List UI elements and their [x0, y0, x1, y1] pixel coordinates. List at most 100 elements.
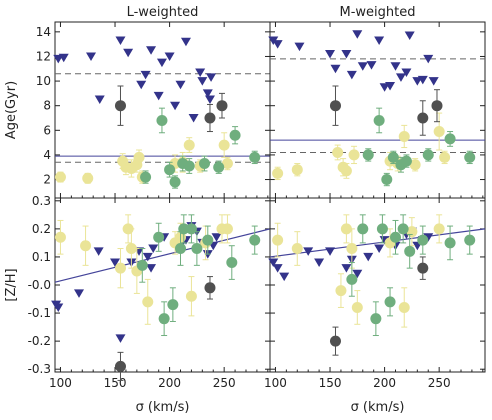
yellow-circle-marker — [122, 223, 134, 235]
green-circle-marker — [178, 223, 190, 235]
triangle-marker — [164, 52, 175, 61]
yellow-circle-marker — [409, 159, 421, 171]
plot-frame — [269, 197, 486, 373]
green-circle-marker — [169, 176, 181, 188]
triangle-marker — [341, 50, 352, 59]
y-tick-label: 0.3 — [32, 194, 51, 208]
green-circle-marker — [464, 151, 476, 163]
triangle-marker — [170, 101, 181, 111]
yellow-circle-marker — [291, 164, 303, 176]
triangle-marker — [188, 114, 199, 123]
triangle-marker — [390, 62, 401, 71]
triangle-marker — [94, 95, 105, 105]
green-circle-marker — [376, 223, 388, 235]
gray-circle-marker — [114, 360, 126, 372]
yellow-circle-marker — [272, 234, 284, 246]
green-circle-marker — [229, 129, 241, 141]
triangle-marker — [294, 42, 305, 52]
fit-line — [54, 228, 271, 283]
triangle-marker — [211, 233, 222, 242]
y-tick-label: 10 — [36, 74, 51, 88]
x-tick-label: 100 — [49, 376, 72, 390]
triangle-marker — [423, 233, 434, 242]
x-tick-label: 150 — [319, 376, 342, 390]
triangle-marker — [142, 252, 153, 262]
gray-circle-marker — [329, 100, 341, 112]
panel-title: L-weighted — [127, 5, 199, 20]
yellow-circle-marker — [133, 151, 145, 163]
triangle-marker — [93, 247, 104, 256]
panel-zh-l-weighted: 100 150 200 250 -0.3 -0.2 -0.1 -0.0 0.1 0.2 0.3 [Z/… — [4, 194, 271, 415]
triangle-marker — [202, 89, 213, 98]
yellow-circle-marker — [433, 126, 445, 138]
triangle-marker — [268, 258, 279, 268]
triangle-marker — [74, 289, 85, 298]
y-axis-label: [Z/H] — [4, 268, 19, 301]
green-circle-marker — [156, 114, 168, 126]
green-circle-marker — [199, 158, 211, 170]
yellow-circle-marker — [114, 262, 126, 274]
yellow-circle-marker — [272, 167, 284, 179]
triangle-marker — [206, 73, 217, 82]
green-circle-marker — [404, 245, 416, 257]
yellow-circle-marker — [125, 243, 137, 255]
y-tick-label: -0.2 — [28, 334, 51, 348]
panel-age-m-weighted: M-weighted — [268, 5, 486, 199]
triangle-marker — [58, 53, 69, 63]
triangle-marker — [325, 50, 336, 59]
y-tick-label: -0.1 — [28, 306, 51, 320]
green-circle-marker — [158, 313, 170, 325]
triangle-marker — [352, 269, 363, 279]
yellow-circle-marker — [183, 139, 195, 151]
triangle-marker — [146, 46, 157, 55]
gray-circle-marker — [216, 100, 228, 112]
x-tick-label: 200 — [158, 376, 181, 390]
green-circle-marker — [153, 231, 165, 243]
triangle-marker — [110, 258, 121, 268]
green-circle-marker — [140, 171, 152, 183]
y-tick-label: 8 — [43, 99, 51, 113]
green-circle-marker — [370, 313, 382, 325]
yellow-circle-marker — [142, 296, 154, 308]
yellow-circle-marker — [340, 165, 352, 177]
green-circle-marker — [136, 259, 148, 271]
triangle-marker — [395, 73, 406, 82]
green-circle-marker — [346, 273, 358, 285]
y-tick-label: 0.1 — [32, 250, 51, 264]
triangle-marker — [366, 61, 377, 70]
x-tick-label: 250 — [428, 376, 451, 390]
green-circle-marker — [167, 299, 179, 311]
y-tick-label: 6 — [43, 123, 51, 137]
green-circle-marker — [390, 231, 402, 243]
x-tick-label: 200 — [373, 376, 396, 390]
green-circle-marker — [444, 133, 456, 145]
yellow-circle-marker — [80, 240, 92, 252]
yellow-circle-marker — [398, 130, 410, 142]
gray-circle-marker — [431, 100, 443, 112]
green-circle-marker — [175, 243, 187, 255]
gray-circle-marker — [329, 335, 341, 347]
green-circle-marker — [384, 296, 396, 308]
yellow-circle-marker — [346, 243, 358, 255]
panel-age-l-weighted: 2 4 6 8 10 12 14 L-weighted Age(Gyr) — [4, 5, 271, 199]
green-circle-marker — [183, 160, 195, 172]
x-tick-label: 250 — [213, 376, 236, 390]
green-circle-marker — [387, 151, 399, 163]
triangle-marker — [140, 70, 151, 80]
triangle-marker — [325, 247, 336, 256]
x-tick-label: 150 — [104, 376, 127, 390]
gray-circle-marker — [204, 282, 216, 294]
triangle-marker — [175, 80, 186, 90]
yellow-circle-marker — [291, 243, 303, 255]
yellow-circle-marker — [221, 223, 233, 235]
yellow-circle-marker — [398, 301, 410, 313]
green-circle-marker — [164, 164, 176, 176]
gray-circle-marker — [114, 100, 126, 112]
triangle-marker — [417, 75, 428, 85]
triangle-marker — [404, 31, 415, 41]
triangle-marker — [123, 48, 134, 58]
green-circle-marker — [397, 223, 409, 235]
x-axis-label: σ (km/s) — [136, 400, 190, 415]
green-circle-marker — [202, 234, 214, 246]
green-circle-marker — [362, 149, 374, 161]
